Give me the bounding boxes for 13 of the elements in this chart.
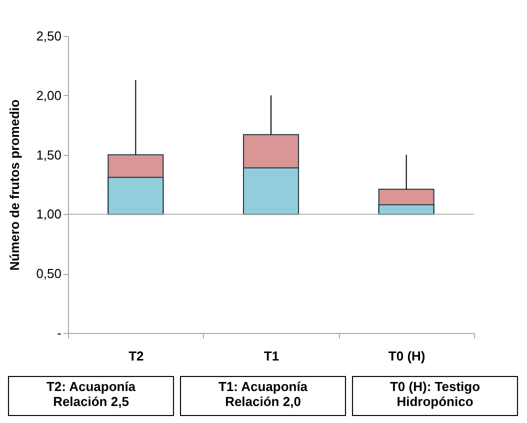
y-tick-label: - <box>57 326 62 340</box>
y-tick-label: 0,50 <box>36 266 62 282</box>
label-box: T0 (H): Testigo Hidropónico <box>352 376 518 416</box>
y-tick-label: 2,50 <box>36 28 62 44</box>
y-tick-label: 2,00 <box>36 88 62 103</box>
y-tick-label: 1,50 <box>36 147 62 162</box>
y-axis-title: Número de frutos promedio <box>7 99 22 271</box>
label-box: T1: Acuaponía Relación 2,0 <box>180 376 346 416</box>
x-tick-label: T2 <box>128 348 144 364</box>
x-tick-label: T0 (H) <box>388 348 426 364</box>
label-box: T2: Acuaponía Relación 2,5 <box>8 376 174 416</box>
y-tick-label: 1,00 <box>36 206 62 222</box>
x-tick-label: T1 <box>264 348 280 364</box>
